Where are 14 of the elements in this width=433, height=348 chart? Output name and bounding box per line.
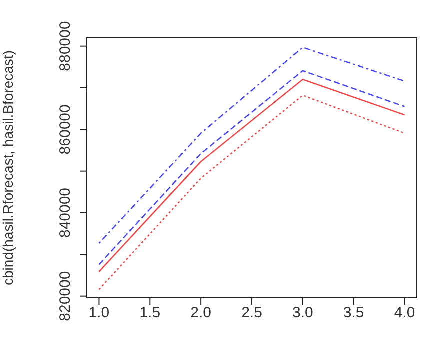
line-series xyxy=(98,46,406,244)
x-tick-label: 3.0 xyxy=(292,304,314,322)
y-tick-label: 840000 xyxy=(57,188,74,238)
line-series xyxy=(98,94,406,290)
y-tick-label: 820000 xyxy=(57,271,74,322)
x-tick-label: 2.0 xyxy=(190,304,212,322)
x-tick-label: 1.5 xyxy=(140,304,161,322)
x-tick-label: 1.0 xyxy=(88,304,110,322)
y-tick-label: 860000 xyxy=(57,104,74,155)
x-tick-label: 2.5 xyxy=(242,304,262,322)
y-axis-title: cbind(hasil.Rforecast, hasil.Bforecast) xyxy=(0,50,16,286)
y-tick-label: 880000 xyxy=(57,21,74,72)
x-tick-label: 4.0 xyxy=(394,304,416,322)
x-tick-label: 3.5 xyxy=(343,304,364,322)
